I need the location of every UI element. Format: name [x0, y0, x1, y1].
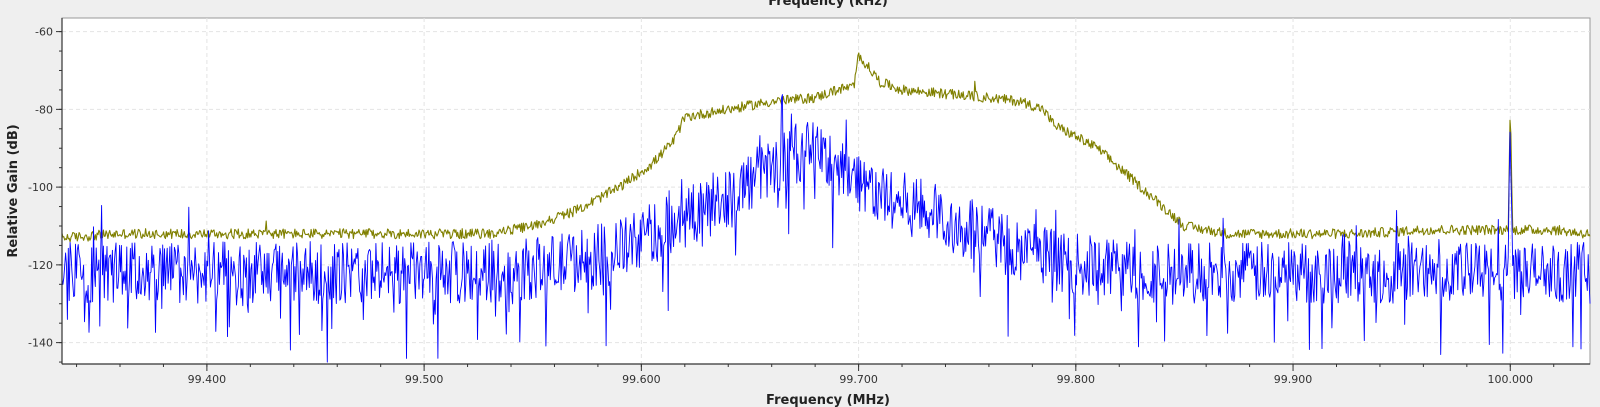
- x-axis-title: Frequency (MHz): [766, 393, 890, 407]
- plot-canvas: [61, 17, 1591, 365]
- x-tick-label: 99.800: [1057, 373, 1096, 386]
- y-tick-label: -120: [28, 259, 53, 272]
- y-tick-label: -140: [28, 337, 53, 350]
- x-tick-label: 99.900: [1274, 373, 1313, 386]
- x-tick-label: 99.700: [839, 373, 878, 386]
- top-axis-label: Frequency (kHz): [768, 0, 888, 9]
- x-tick-label: 99.500: [405, 373, 444, 386]
- y-axis-title: Relative Gain (dB): [6, 124, 21, 257]
- grid-lines: [62, 18, 1590, 364]
- axes: 99.400 99.500 99.600 99.700 99.800 99.900 100.…: [28, 18, 1590, 386]
- y-tick-label: -100: [28, 181, 53, 194]
- y-tick-label: -60: [35, 26, 53, 39]
- series-1-line: [61, 52, 1591, 243]
- series-layer: [61, 52, 1591, 363]
- y-tick-label: -80: [35, 103, 53, 116]
- x-tick-label: 99.600: [622, 373, 661, 386]
- x-tick-label: 100.000: [1488, 373, 1534, 386]
- series-2-line: [61, 94, 1591, 363]
- x-tick-label: 99.400: [188, 373, 227, 386]
